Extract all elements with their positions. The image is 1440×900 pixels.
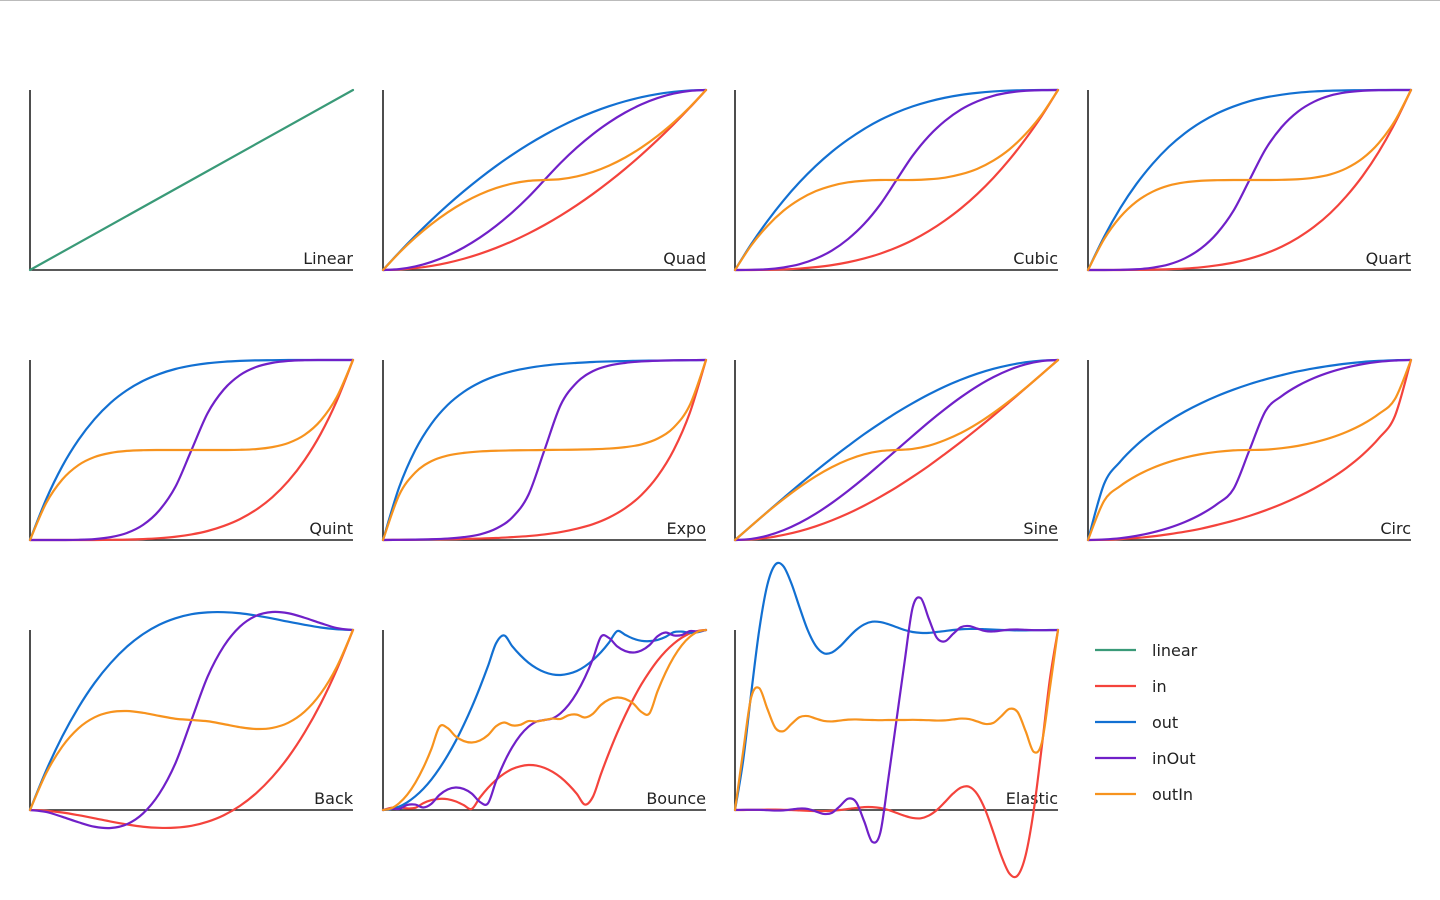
curve <box>733 88 1060 272</box>
curve <box>1086 358 1413 542</box>
curve <box>381 628 708 812</box>
curve <box>1086 358 1413 542</box>
panel-title: Cubic <box>1013 249 1058 268</box>
panel: Back <box>28 610 355 830</box>
legend: linear in out inOut outIn <box>1095 641 1198 804</box>
curve <box>733 88 1060 272</box>
curve <box>733 628 1060 879</box>
curve <box>28 358 355 542</box>
panel: Circ <box>1086 358 1413 542</box>
curve <box>733 358 1060 542</box>
curve <box>733 628 1060 812</box>
curve <box>733 88 1060 272</box>
curve <box>1086 88 1413 272</box>
panel: Quart <box>1086 88 1413 272</box>
curve <box>381 88 708 272</box>
legend-label: outIn <box>1152 785 1193 804</box>
legend-label: linear <box>1152 641 1198 660</box>
legend-label: in <box>1152 677 1167 696</box>
legend-label: inOut <box>1152 749 1196 768</box>
curve <box>381 358 708 542</box>
panel: Linear <box>28 88 355 272</box>
curve <box>733 358 1060 542</box>
curve <box>28 88 355 272</box>
panel: Bounce <box>381 628 708 812</box>
panel: Quint <box>28 358 355 542</box>
curve <box>381 88 708 272</box>
panel: Expo <box>381 358 708 542</box>
curve <box>733 561 1060 812</box>
panel: Sine <box>733 358 1060 542</box>
panel-title: Expo <box>666 519 706 538</box>
panel: Elastic <box>733 561 1060 879</box>
legend-label: out <box>1152 713 1178 732</box>
curve <box>381 88 708 272</box>
panel: Cubic <box>733 88 1060 272</box>
curve <box>28 610 355 812</box>
curve <box>28 628 355 812</box>
curve <box>1086 358 1413 542</box>
curve <box>733 358 1060 542</box>
panel-title: Sine <box>1023 519 1058 538</box>
panel-title: Elastic <box>1006 789 1058 808</box>
panel-title: Back <box>314 789 354 808</box>
panel: Quad <box>381 88 708 272</box>
curve <box>28 628 355 830</box>
panel-title: Quart <box>1366 249 1411 268</box>
panel-title: Bounce <box>646 789 706 808</box>
panel-title: Circ <box>1380 519 1411 538</box>
panel-title: Linear <box>303 249 353 268</box>
panel-title: Quad <box>663 249 706 268</box>
panel-title: Quint <box>309 519 353 538</box>
